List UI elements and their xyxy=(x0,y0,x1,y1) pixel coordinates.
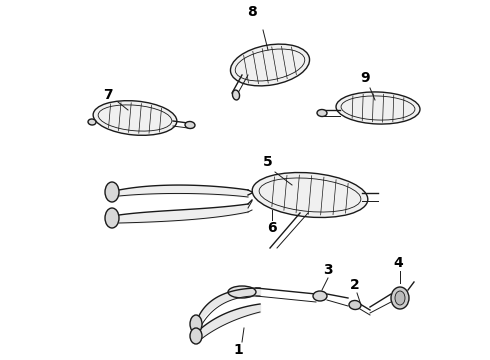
Ellipse shape xyxy=(336,92,420,124)
Ellipse shape xyxy=(190,315,202,333)
Ellipse shape xyxy=(395,291,405,305)
Ellipse shape xyxy=(105,208,119,228)
Ellipse shape xyxy=(317,109,327,117)
Ellipse shape xyxy=(230,44,310,86)
Ellipse shape xyxy=(313,291,327,301)
Text: 9: 9 xyxy=(360,71,370,85)
Ellipse shape xyxy=(252,172,368,217)
Ellipse shape xyxy=(349,301,361,310)
Ellipse shape xyxy=(228,286,256,298)
Text: 4: 4 xyxy=(393,256,403,270)
Text: 3: 3 xyxy=(323,263,333,277)
Text: 2: 2 xyxy=(350,278,360,292)
Text: 6: 6 xyxy=(267,221,277,235)
Ellipse shape xyxy=(93,101,177,135)
Text: 1: 1 xyxy=(233,343,243,357)
Ellipse shape xyxy=(88,119,96,125)
Ellipse shape xyxy=(190,328,202,344)
Ellipse shape xyxy=(105,182,119,202)
Ellipse shape xyxy=(391,287,409,309)
Text: 7: 7 xyxy=(103,88,113,102)
Ellipse shape xyxy=(185,121,195,129)
Text: 8: 8 xyxy=(247,5,257,19)
Ellipse shape xyxy=(232,90,240,100)
Text: 5: 5 xyxy=(263,155,273,169)
